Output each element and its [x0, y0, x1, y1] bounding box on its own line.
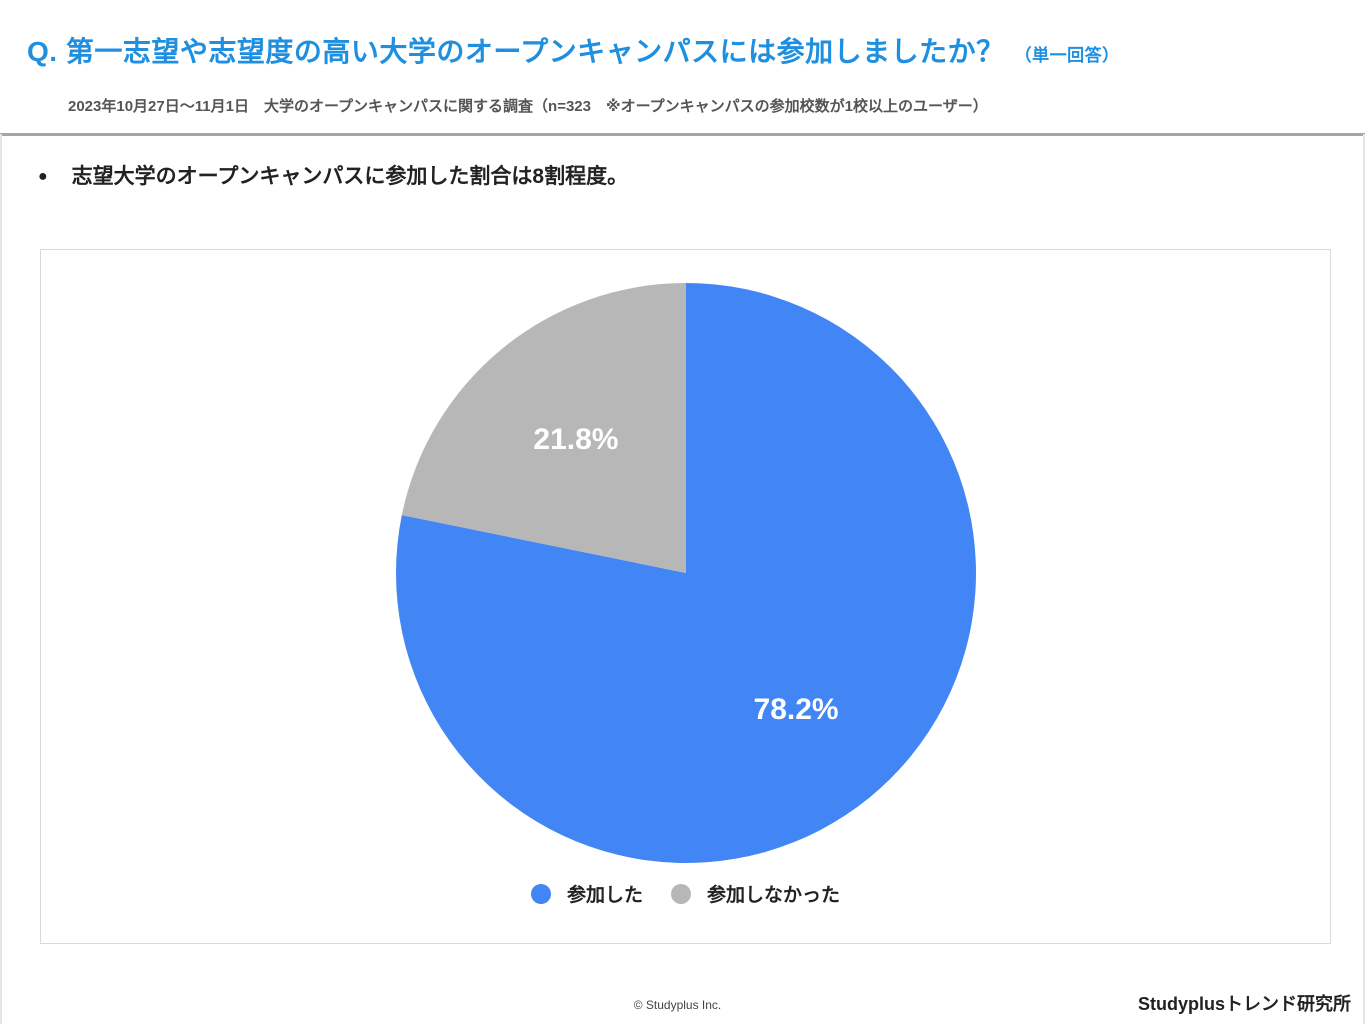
pie-slice-1: [396, 283, 977, 863]
title-note: （単一回答）: [1014, 46, 1120, 65]
frame-left: [0, 134, 2, 1024]
bullet-dot-icon: ●: [38, 168, 48, 185]
legend-item-2: 参加しなかった: [671, 880, 840, 907]
header-divider: [0, 133, 1365, 136]
pie-slice-label-2: 21.8%: [533, 423, 618, 456]
page-title: Q. 第一志望や志望度の高い大学のオープンキャンパスには参加しましたか？ （単一回…: [27, 30, 1120, 70]
survey-subtitle: 2023年10月27日〜11月1日 大学のオープンキャンパスに関する調査（n=3…: [68, 98, 988, 115]
legend-swatch-icon: [530, 883, 551, 904]
header: Q. 第一志望や志望度の高い大学のオープンキャンパスには参加しましたか？ （単一回…: [0, 0, 1365, 134]
chart-container: 78.2% 21.8% 参加した 参加しなかった: [40, 249, 1331, 944]
legend-label: 参加した: [566, 885, 643, 906]
legend-swatch-icon: [671, 883, 691, 904]
pie-slice-2: [401, 283, 686, 573]
chart-legend: 参加した 参加しなかった: [41, 880, 1330, 910]
legend-item-1: 参加した: [530, 880, 643, 907]
legend-label: 参加しなかった: [707, 885, 841, 906]
pie-chart: 78.2% 21.8%: [396, 283, 977, 863]
frame-right: [1363, 134, 1365, 1024]
copyright: © Studyplus Inc.: [633, 998, 722, 1012]
summary-bullet: ● 志望大学のオープンキャンパスに参加した割合は8割程度。: [38, 160, 628, 190]
pie-slice-label-1: 78.2%: [754, 693, 839, 726]
brand-logo: Studyplusトレンド研究所: [1137, 994, 1351, 1014]
page-title-text: Q. 第一志望や志望度の高い大学のオープンキャンパスには参加しましたか？: [27, 36, 1005, 67]
summary-text: 志望大学のオープンキャンパスに参加した割合は8割程度。: [71, 165, 629, 188]
